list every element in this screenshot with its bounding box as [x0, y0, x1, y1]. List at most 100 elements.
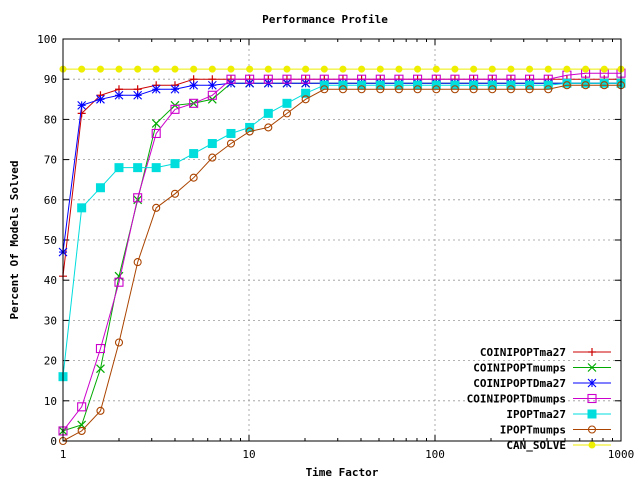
series-ipoptma27: [58, 78, 626, 382]
data-point: [562, 78, 572, 88]
data-point: [283, 65, 291, 73]
data-point: [581, 78, 591, 88]
data-point: [358, 65, 366, 73]
data-point: [114, 277, 124, 287]
chart-title: Performance Profile: [262, 13, 388, 26]
series-line: [62, 84, 621, 442]
data-point: [96, 364, 105, 374]
data-point: [77, 402, 87, 412]
data-point: [264, 123, 273, 132]
data-point: [152, 65, 160, 73]
data-point: [506, 85, 515, 94]
x-axis-label: Time Factor: [306, 466, 379, 479]
data-point: [245, 74, 255, 84]
y-tick-label: 10: [44, 395, 57, 408]
legend-marker: [588, 348, 596, 356]
data-point: [133, 258, 142, 267]
legend-marker: [587, 378, 597, 388]
data-point: [151, 84, 161, 94]
data-point: [95, 183, 105, 193]
legend-label: COINIPOPTDma27: [473, 377, 566, 390]
legend-item: COINIPOPTDmumps: [467, 393, 611, 406]
legend-label: CAN_SOLVE: [506, 439, 566, 452]
data-point: [525, 85, 534, 94]
legend-label: IPOPTmumps: [500, 424, 566, 437]
data-point: [376, 85, 385, 94]
legend-item: IPOPTma27: [506, 408, 611, 421]
data-point: [432, 85, 441, 94]
data-point: [208, 153, 217, 162]
data-point: [189, 98, 199, 108]
grid-lines: [63, 39, 621, 441]
data-point: [152, 203, 161, 212]
data-point: [470, 65, 478, 73]
data-point: [151, 163, 161, 173]
data-point: [581, 81, 590, 90]
y-tick-label: 100: [37, 33, 57, 46]
data-point: [114, 163, 124, 173]
legend-item: CAN_SOLVE: [506, 439, 611, 452]
y-tick-label: 30: [44, 314, 57, 327]
data-point: [114, 90, 124, 100]
y-tick-label: 50: [44, 234, 57, 247]
y-tick-label: 70: [44, 154, 57, 167]
legend-marker: [587, 363, 597, 372]
data-point: [170, 104, 180, 114]
data-point: [544, 65, 552, 73]
y-tick-label: 20: [44, 355, 57, 368]
data-point: [526, 65, 534, 73]
data-point: [395, 65, 403, 73]
data-point: [263, 108, 273, 118]
legend-marker: [587, 425, 597, 434]
data-point: [301, 74, 311, 84]
legend-item: COINIPOPTDma27: [473, 377, 611, 390]
data-point: [96, 406, 105, 415]
data-point: [170, 189, 180, 198]
data-point: [77, 426, 86, 436]
data-point: [414, 65, 422, 73]
data-point: [338, 85, 348, 94]
data-point: [134, 65, 142, 73]
data-point: [226, 74, 236, 84]
data-point: [133, 90, 143, 100]
legend-item: COINIPOPTmumps: [473, 362, 611, 375]
data-point: [170, 159, 180, 169]
data-point: [189, 80, 199, 90]
data-point: [302, 65, 310, 73]
data-point: [171, 65, 179, 73]
series-line: [62, 72, 621, 432]
legend-label: COINIPOPTmumps: [473, 362, 566, 375]
data-point: [301, 88, 311, 98]
data-point: [77, 203, 87, 213]
data-point: [451, 65, 459, 73]
data-point: [133, 163, 143, 173]
data-point: [114, 271, 124, 281]
data-point: [78, 65, 86, 73]
x-tick-label: 1000: [608, 448, 635, 461]
y-tick-label: 90: [44, 73, 57, 86]
data-point: [600, 65, 608, 73]
series-group: [58, 65, 626, 446]
data-point: [507, 65, 515, 73]
legend: COINIPOPTma27 COINIPOPTmumps COINIPOPTDma2…: [467, 346, 611, 452]
y-tick-label: 0: [50, 435, 57, 448]
data-point: [301, 95, 310, 104]
data-point: [544, 85, 553, 94]
data-point: [432, 65, 440, 73]
legend-label: COINIPOPTma27: [480, 346, 566, 359]
legend-marker: [588, 441, 596, 449]
data-point: [226, 139, 236, 148]
data-point: [151, 118, 161, 128]
series-line: [62, 82, 621, 377]
data-point: [339, 65, 347, 73]
data-point: [190, 65, 198, 73]
data-point: [469, 85, 478, 94]
y-axis-label: Percent Of Models Solved: [8, 161, 21, 320]
data-point: [77, 100, 87, 110]
data-point: [226, 128, 236, 138]
series-can-solve: [59, 65, 625, 73]
data-point: [450, 85, 459, 94]
legend-item: COINIPOPTma27: [480, 346, 611, 359]
plot-frame: [62, 38, 622, 442]
